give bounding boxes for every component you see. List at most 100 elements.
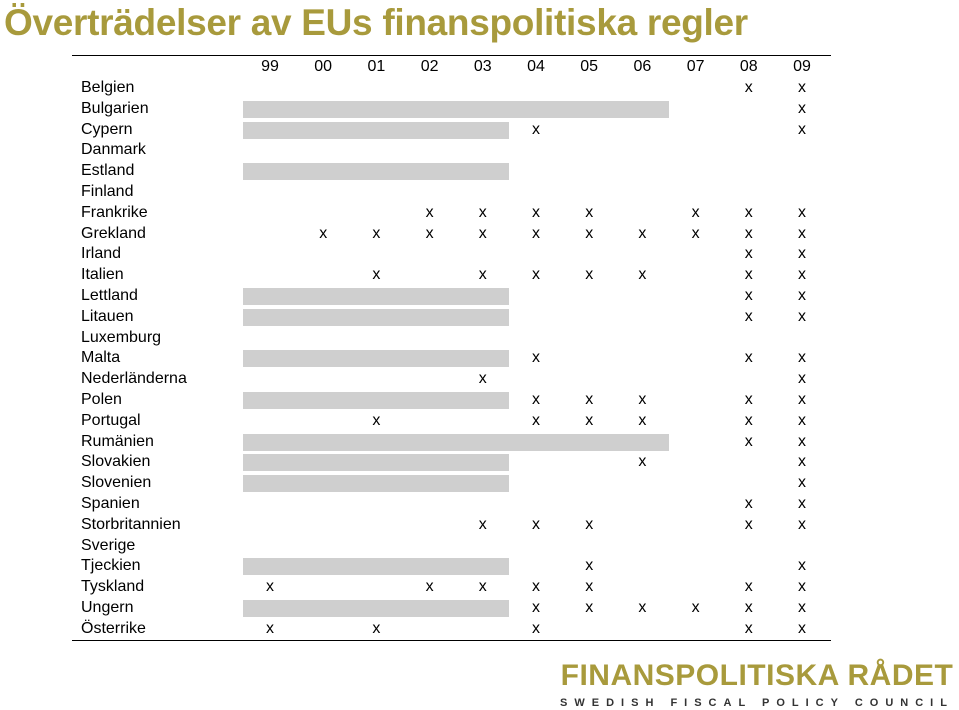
- violation-mark: x: [798, 453, 806, 471]
- country-label: Ungern: [81, 598, 134, 616]
- non-member-period-bar: [243, 599, 509, 617]
- logo-title: FINANSPOLITISKA RÅDET: [560, 659, 954, 692]
- country-label: Slovenien: [81, 474, 152, 492]
- table-row: Spanien x x: [72, 494, 831, 515]
- violation-mark: x: [532, 578, 540, 596]
- violation-mark: x: [798, 578, 806, 596]
- violation-mark: x: [798, 349, 806, 367]
- violation-mark: x: [638, 598, 647, 616]
- table-row: Italien x x x x x x x: [72, 265, 831, 286]
- violation-mark: x: [744, 598, 753, 616]
- table-row: Lettland x x: [72, 286, 831, 307]
- violation-mark: x: [585, 266, 594, 284]
- country-label: Bulgarien: [81, 99, 149, 117]
- violation-mark: x: [744, 307, 753, 325]
- violation-mark: x: [798, 474, 806, 492]
- country-label: Cypern: [81, 120, 133, 138]
- table-row: Malta x x x: [72, 348, 831, 369]
- year-header-01: 01: [367, 58, 386, 75]
- year-header-04: 04: [527, 58, 545, 75]
- violation-mark: x: [585, 557, 594, 575]
- violation-mark: x: [425, 224, 434, 242]
- table-row: Danmark: [72, 140, 831, 161]
- violation-mark: x: [532, 349, 540, 367]
- country-label: Litauen: [81, 307, 134, 325]
- violation-mark: x: [798, 286, 806, 304]
- table-row: Estland: [72, 161, 831, 182]
- violation-mark: x: [585, 203, 594, 221]
- country-label: Danmark: [81, 141, 146, 159]
- country-label: Italien: [81, 266, 124, 284]
- violation-mark: x: [585, 578, 594, 596]
- country-label: Österrike: [81, 619, 146, 637]
- violation-mark: x: [744, 245, 753, 263]
- violation-mark: x: [638, 224, 647, 242]
- violation-mark: x: [691, 224, 700, 242]
- violation-mark: x: [372, 266, 381, 284]
- violation-mark: x: [532, 266, 540, 284]
- violation-mark: x: [372, 224, 381, 242]
- violation-mark: x: [532, 598, 540, 616]
- country-label: Polen: [81, 390, 122, 408]
- violation-mark: x: [744, 224, 753, 242]
- non-member-period-bar: [243, 391, 509, 409]
- violation-mark: x: [425, 203, 434, 221]
- violation-mark: x: [372, 411, 381, 429]
- violation-mark: x: [478, 266, 487, 284]
- violation-mark: x: [798, 619, 806, 637]
- country-label: Irland: [81, 245, 122, 263]
- violation-mark: x: [798, 411, 806, 429]
- violation-mark: x: [532, 515, 540, 533]
- country-label: Rumänien: [81, 432, 154, 450]
- table-row: Frankrike x x x x x x x: [72, 203, 831, 224]
- non-member-period-bar: [243, 433, 669, 451]
- country-label: Portugal: [81, 411, 141, 429]
- country-label: Nederländerna: [81, 370, 187, 388]
- country-label: Malta: [81, 349, 121, 367]
- year-header-09: 09: [793, 58, 811, 75]
- table-row: Storbritannien x x x x x: [72, 515, 831, 536]
- violation-mark: x: [798, 557, 806, 575]
- country-label: Grekland: [81, 224, 146, 242]
- violation-mark: x: [585, 390, 594, 408]
- table-row: Slovenien x: [72, 473, 831, 494]
- violation-mark: x: [744, 203, 753, 221]
- violation-mark: x: [744, 349, 753, 367]
- table-row: Ungern x x x x x x: [72, 598, 831, 619]
- violation-mark: x: [478, 578, 487, 596]
- page-title: Överträdelser av EUs finanspolitiska reg…: [4, 2, 748, 43]
- table-row: Finland: [72, 182, 831, 203]
- violation-mark: x: [744, 494, 753, 512]
- non-member-period-bar: [243, 350, 509, 368]
- violation-mark: x: [744, 515, 753, 533]
- violation-mark: x: [798, 370, 806, 388]
- violation-mark: x: [744, 578, 753, 596]
- violation-mark: x: [372, 619, 381, 637]
- violation-mark: x: [691, 203, 700, 221]
- logo-subtitle: SWEDISH FISCAL POLICY COUNCIL: [560, 697, 954, 709]
- year-header-06: 06: [633, 58, 652, 75]
- table-row: Grekland x x x x x x x x x x: [72, 224, 831, 245]
- year-header-08: 08: [739, 58, 758, 75]
- year-header-07: 07: [686, 58, 705, 75]
- table-row: Tjeckien x x: [72, 556, 831, 577]
- table-row: Irland x x: [72, 244, 831, 265]
- violation-mark: x: [478, 224, 487, 242]
- violation-mark: x: [744, 390, 753, 408]
- year-header-03: 03: [473, 58, 492, 75]
- country-label: Estland: [81, 162, 135, 180]
- violation-mark: x: [798, 203, 806, 221]
- violation-mark: x: [638, 390, 647, 408]
- violation-mark: x: [478, 370, 487, 388]
- violation-mark: x: [744, 432, 753, 450]
- violation-mark: x: [798, 307, 806, 325]
- violation-mark: x: [798, 120, 806, 138]
- country-label: Lettland: [81, 286, 138, 304]
- country-label: Slovakien: [81, 453, 151, 471]
- country-label: Frankrike: [81, 203, 148, 221]
- violation-mark: x: [266, 578, 274, 596]
- violation-mark: x: [532, 390, 540, 408]
- violation-mark: x: [798, 99, 806, 117]
- violation-mark: x: [585, 598, 594, 616]
- violation-mark: x: [425, 578, 434, 596]
